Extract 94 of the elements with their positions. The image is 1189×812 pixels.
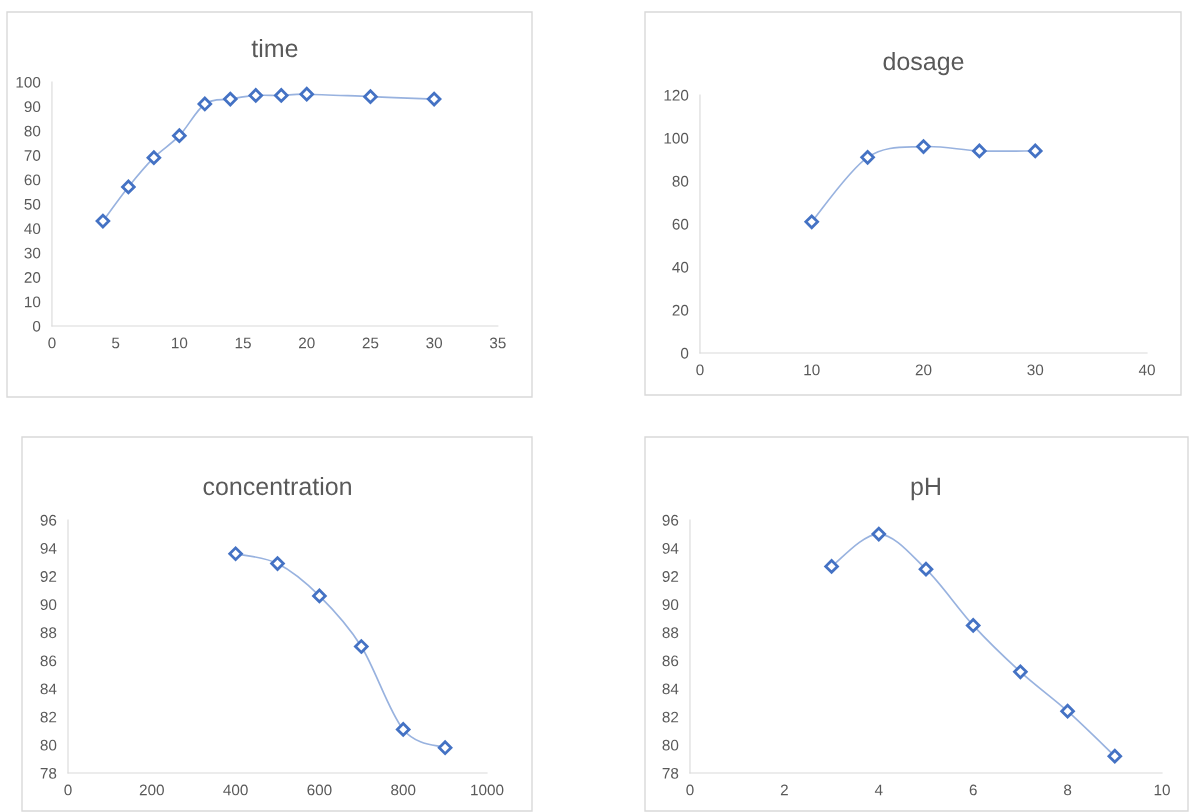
point <box>223 91 238 107</box>
point <box>270 556 285 571</box>
y-tick-label: 20 <box>672 304 689 316</box>
y-tick-label: 84 <box>662 683 679 695</box>
chart-title: dosage <box>883 51 964 76</box>
point <box>146 150 162 165</box>
point <box>860 150 875 165</box>
y-tick-label: 90 <box>40 599 57 611</box>
y-tick-label: 80 <box>24 125 41 137</box>
x-tick-label: 5 <box>112 337 120 349</box>
y-tick-label: 50 <box>24 198 41 210</box>
y-tick-label: 82 <box>662 711 679 723</box>
y-tick-label: 84 <box>40 683 57 695</box>
x-tick-label: 1000 <box>471 784 504 796</box>
y-tick-label: 88 <box>662 627 679 639</box>
point <box>299 86 315 102</box>
x-tick-label: 0 <box>64 784 72 796</box>
point <box>426 91 442 107</box>
chart-title: pH <box>911 477 940 501</box>
y-tick-label: 100 <box>664 132 689 144</box>
y-tick-label: 0 <box>680 347 689 359</box>
point <box>1060 703 1075 719</box>
point <box>121 179 136 195</box>
x-tick-label: 20 <box>299 337 315 349</box>
point <box>395 722 411 737</box>
y-tick-label: 120 <box>664 89 689 101</box>
point <box>871 526 887 542</box>
y-tick-label: 94 <box>662 542 679 554</box>
point <box>312 588 327 604</box>
y-tick-label: 0 <box>32 320 41 332</box>
point <box>1027 143 1043 159</box>
y-tick-label: 80 <box>662 739 679 751</box>
y-tick-label: 78 <box>662 767 679 779</box>
y-tick-label: 92 <box>40 571 57 582</box>
point <box>363 89 378 104</box>
y-tick-label: 20 <box>24 272 41 283</box>
point <box>437 740 453 755</box>
y-tick-label: 40 <box>24 223 41 235</box>
point <box>172 128 187 143</box>
x-tick-label: 40 <box>1138 364 1155 376</box>
x-tick-label: 10 <box>1154 784 1170 796</box>
point <box>1107 748 1123 764</box>
y-tick-label: 60 <box>24 174 41 186</box>
x-tick-label: 4 <box>874 784 883 796</box>
x-tick-label: 0 <box>696 364 704 376</box>
y-tick-label: 90 <box>662 599 679 611</box>
y-tick-label: 96 <box>40 514 57 526</box>
point <box>197 96 213 112</box>
point <box>965 618 981 633</box>
point <box>95 213 111 229</box>
chart-title: time <box>251 38 298 58</box>
point <box>916 139 931 154</box>
x-tick-label: 25 <box>362 337 379 349</box>
point <box>824 559 839 574</box>
point <box>228 546 243 562</box>
y-tick-label: 86 <box>662 655 679 667</box>
y-tick-label: 10 <box>25 296 41 308</box>
x-tick-label: 30 <box>426 337 443 349</box>
x-tick-label: 400 <box>223 784 248 796</box>
chart-title: concentration <box>203 476 351 496</box>
y-tick-label: 78 <box>40 767 57 779</box>
point <box>248 88 264 103</box>
x-tick-label: 8 <box>1064 784 1072 796</box>
x-tick-label: 800 <box>391 784 416 796</box>
x-tick-label: 20 <box>915 364 932 376</box>
y-tick-label: 30 <box>24 247 41 259</box>
x-tick-label: 10 <box>804 364 820 376</box>
point <box>972 143 987 159</box>
point <box>273 88 289 103</box>
y-tick-label: 80 <box>672 175 689 187</box>
point <box>804 214 820 230</box>
y-tick-label: 100 <box>16 76 41 88</box>
point <box>1013 664 1028 680</box>
x-tick-label: 6 <box>969 784 977 796</box>
x-tick-label: 35 <box>489 337 506 349</box>
y-tick-label: 94 <box>40 542 57 554</box>
x-tick-label: 10 <box>172 337 188 349</box>
x-tick-label: 2 <box>780 784 788 796</box>
x-tick-label: 200 <box>139 784 164 796</box>
y-tick-label: 86 <box>40 655 57 667</box>
y-tick-label: 90 <box>24 101 41 113</box>
y-tick-label: 92 <box>662 571 679 582</box>
y-tick-label: 88 <box>40 627 57 639</box>
y-tick-label: 80 <box>40 739 57 751</box>
y-tick-label: 70 <box>24 150 41 161</box>
y-tick-label: 40 <box>672 261 689 273</box>
point <box>918 561 934 577</box>
y-tick-label: 82 <box>40 711 57 723</box>
x-tick-label: 15 <box>235 337 251 349</box>
x-tick-label: 30 <box>1027 364 1044 376</box>
x-tick-label: 600 <box>307 784 332 796</box>
point <box>354 639 369 654</box>
y-tick-label: 60 <box>672 218 689 230</box>
y-tick-label: 96 <box>662 514 679 526</box>
